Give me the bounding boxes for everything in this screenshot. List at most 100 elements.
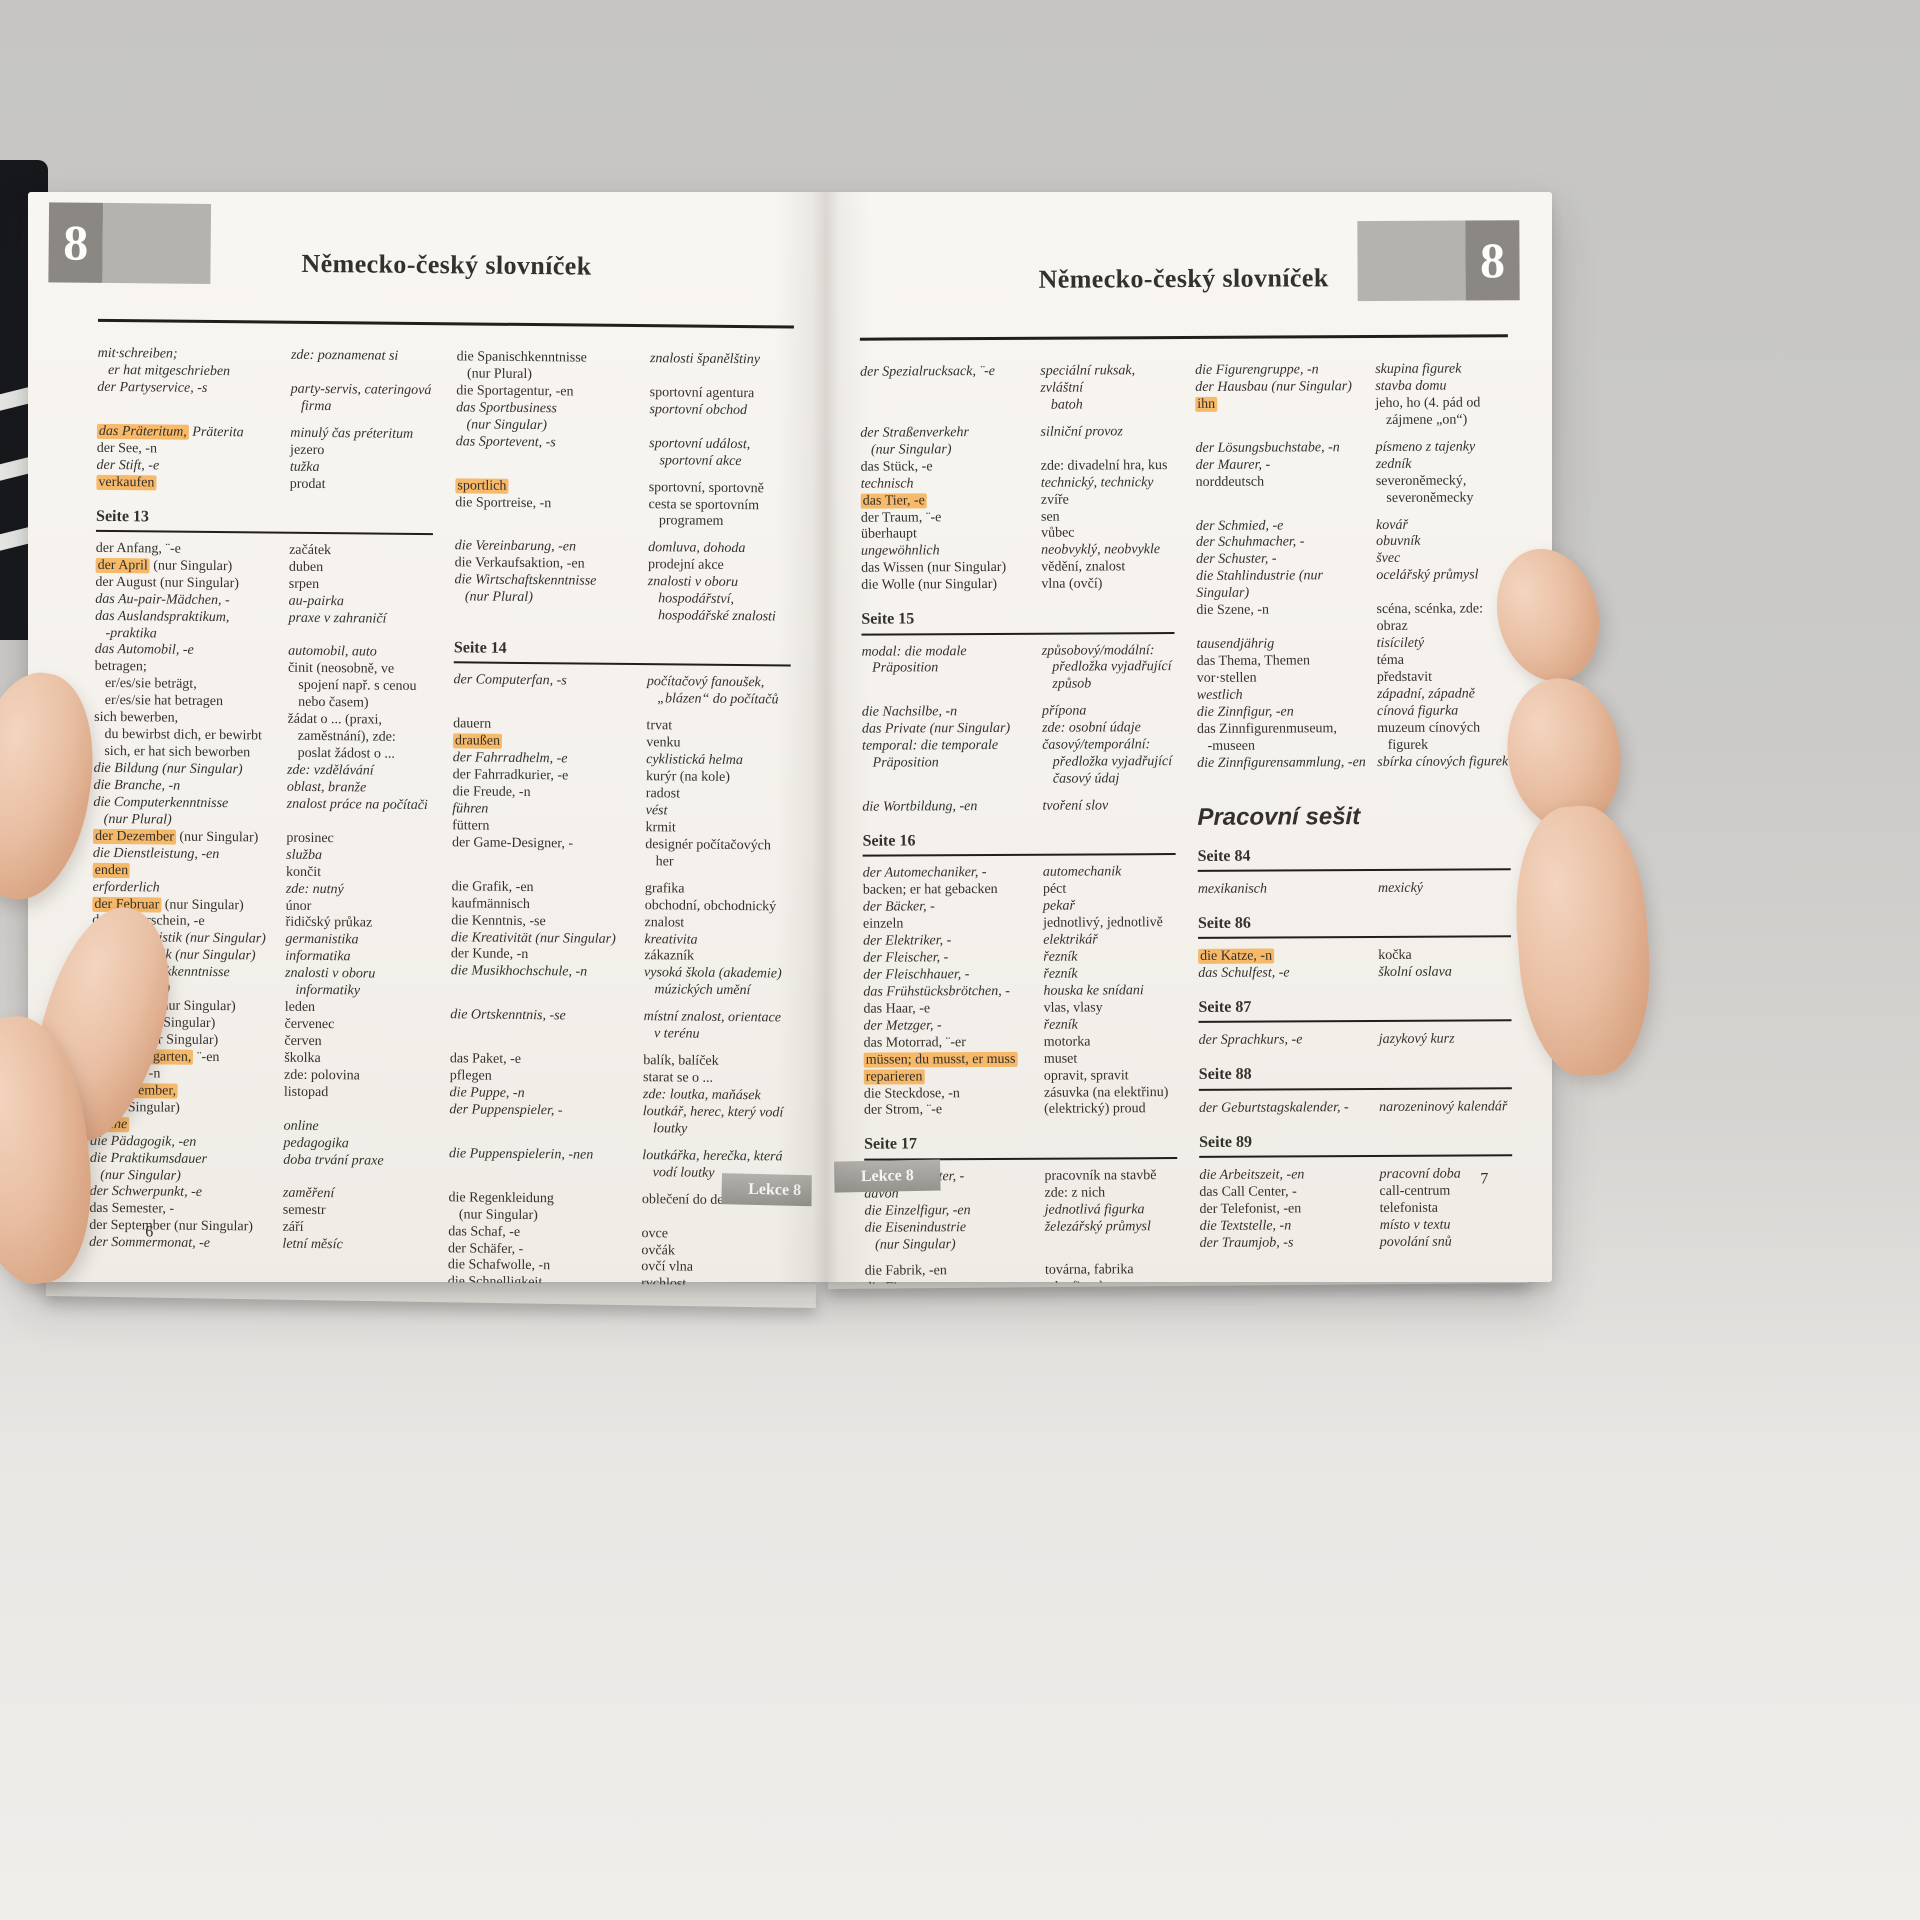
czech-translation: znalost práce na počítači [286,796,428,813]
highlight: ihn [1195,396,1218,412]
czech-translation: kočka [1378,948,1412,964]
vocab-entry: temporal: die temporale Präposition časov… [862,737,1175,789]
czech-translation: loutkář, herec, který vodí loutky [642,1104,784,1137]
vocab-entry: ungewöhnlich neobvyklý, neobvykle [861,542,1174,561]
czech-translation: pedagogika [283,1135,349,1151]
czech-translation: party-servis, cateringová firma [290,381,432,414]
vocab-entry: technisch technický, technicky [861,475,1174,494]
vocab-entry: mit·schreiben; er hat mitgeschrieben zde:… [97,346,434,383]
czech-translation: znalost [644,914,685,931]
highlight: der Dezember [92,828,177,845]
czech-translation: ovčí vlna [641,1259,694,1276]
german-term: der Straßenverkehr (nur Singular) [860,424,969,458]
vocab-entry: die Textstelle, -n místo v textu [1200,1217,1513,1236]
german-term: der Telefonist, -en [1199,1201,1302,1217]
czech-translation: sportovní událost, sportovní akce [648,435,751,469]
page-number: 6 [145,1223,154,1241]
vocab-entry: modal: die modale Präposition způsobový/m… [862,643,1175,695]
vocab-columns: mit·schreiben; er hat mitgeschrieben zde:… [88,346,793,1286]
vocab-entry: das Call Center, - call-centrum [1199,1183,1512,1202]
czech-translation: vysoká škola (akademie) múzických umění [643,965,782,999]
header-rule [97,318,794,329]
czech-translation: zde: poznamenat si [290,347,399,364]
czech-translation: germanistika [285,932,359,948]
german-term: das Paket, -e [449,1051,522,1068]
vocab-entry: verkaufen prodat [96,474,433,494]
german-term: der Partyservice, -s [97,379,208,396]
german-term: der Computerfan, -s [453,672,567,689]
vocab-entry: die Ortskenntnis, -se místní znalost, ori… [450,1008,787,1045]
czech-translation: tisíciletý [1376,635,1425,652]
highlight: das Tier, -e [860,492,927,509]
czech-translation: speciální ruksak, zvláštní batoh [1040,363,1139,413]
czech-translation: letní měsíc [282,1236,343,1253]
highlight: müssen; du musst, er muss [863,1051,1018,1068]
czech-translation: jednotlivý, jednotlivě [1043,915,1163,931]
german-term: die Zinnfigur, -en [1196,704,1294,720]
vocab-entry: ihn jeho, ho (4. pád od zájmene „on“) [1195,395,1508,431]
german-term: das Schulfest, -e [1198,965,1290,982]
header-rule [859,334,1508,341]
german-term: der Fahrradkurier, -e [452,767,569,784]
czech-translation: zásuvka (na elektřinu) [1043,1084,1169,1101]
vocab-entry: der Puppenspieler, - loutkář, herec, kter… [449,1102,786,1139]
czech-translation: listopad [283,1084,329,1100]
czech-translation: počítačový fanoušek, „blázen“ do počítač… [646,674,779,708]
highlight: der April [95,557,150,574]
german-term: die Zinnfigurensammlung, -en [1197,754,1366,771]
czech-translation: automechanik [1042,864,1122,881]
vocab-entry: die Zinnfigurensammlung, -en sbírka cínov… [1197,754,1510,773]
czech-translation: prosinec [286,830,334,846]
german-term: verkaufen [96,474,281,493]
german-term: technisch [860,476,914,492]
czech-translation: školka [284,1050,321,1067]
vocab-entry: die Nachsilbe, -n přípona [862,703,1175,722]
german-term: der See, -n [96,440,158,457]
german-term: die Verkaufsaktion, -en [454,555,585,572]
czech-translation: muzeum cínových figurek [1377,720,1481,753]
german-term: der Schäfer, - [448,1240,524,1257]
section-heading: Seite 89 [1199,1131,1513,1159]
vocab-entry: sich bewerben, du bewirbst dich, er bewi… [94,710,431,764]
german-term: müssen; du musst, er muss [863,1051,1036,1069]
vocab-entry: das Auslandspraktikum, -praktika praxe v … [95,608,432,645]
vocab-entry: tausendjährig tisíciletý [1196,635,1509,654]
czech-translation: činit (neosobně, ve spojení např. s ceno… [287,661,417,711]
czech-translation: designér počítačových her [645,837,771,870]
czech-translation: končit [285,864,322,880]
czech-translation: žádat o ... (praxi, zaměstnání), zde: po… [287,711,396,762]
czech-translation: cyklistická helma [646,752,743,769]
german-term: die Branche, -n [93,777,181,794]
german-term: die Grafik, -en [451,879,534,895]
czech-translation: ovčák [641,1242,675,1258]
vocab-entry: der November, (nur Singular)listopad [90,1082,427,1120]
german-term: mit·schreiben; er hat mitgeschrieben [97,345,231,380]
german-term: reparieren [863,1068,1036,1086]
czech-translation: vědění, znalost [1041,559,1126,576]
german-term: das Thema, Themen [1196,653,1311,669]
czech-translation: neobvyklý, neobvykle [1041,542,1161,559]
german-term: der April (nur Singular) [95,557,233,574]
vocab-entry: das Thema, Themen téma [1197,652,1510,671]
german-term: die Puppe, -n [449,1085,525,1102]
german-term: die Stahlindustrie (nur Singular) [1196,568,1327,602]
german-term: der Traum, ¨-e [860,509,942,526]
vocab-entry: die Fabrik, -en továrna, fabrika [865,1262,1178,1281]
section-heading: Seite 88 [1198,1063,1512,1091]
german-term: temporal: die temporale Präposition [862,738,999,771]
vocab-entry: die Eisenindustrie (nur Singular) železář… [865,1219,1178,1255]
german-term: einzeln [862,916,904,932]
german-term: modal: die modale Präposition [861,643,967,677]
german-term: kaufmännisch [451,895,531,912]
german-term: der Sprachkurs, -e [1198,1032,1303,1049]
czech-translation: elektrikář [1043,932,1098,948]
vocab-column: die Spanischkenntnisse (nur Plural) znalo… [447,349,793,1286]
czech-translation: vůbec [1041,526,1075,542]
czech-translation: praxe v zahraničí [288,610,387,627]
vocab-entry: das Sportevent, -s sportovní událost, spo… [456,434,793,471]
vocab-entry: die Wortbildung, -en tvoření slov [862,798,1175,817]
german-term: der Geburtstagskalender, - [1198,1099,1349,1116]
czech-translation: řidičský průkaz [285,915,373,932]
vocab-entry: müssen; du musst, er muss muset [863,1051,1177,1070]
czech-translation: řezník [1043,949,1078,965]
